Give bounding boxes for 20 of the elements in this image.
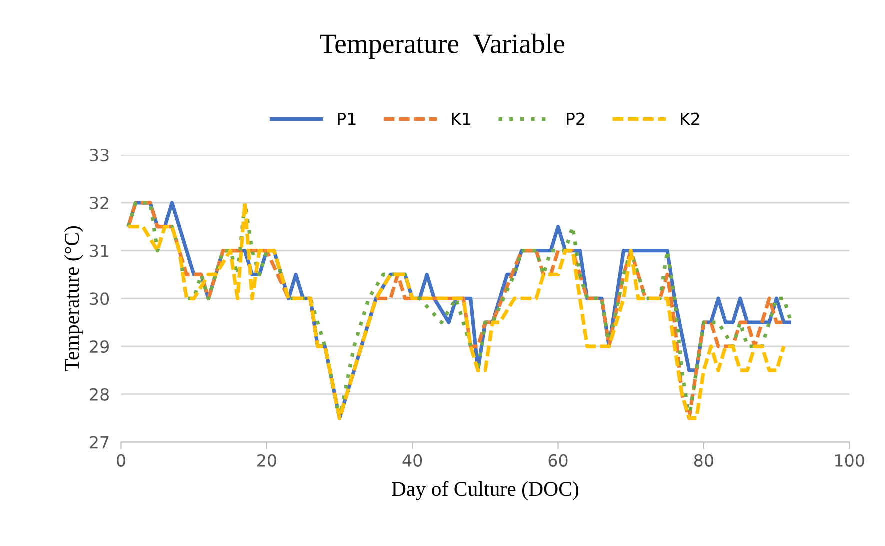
legend-label: K2 xyxy=(681,112,700,126)
x-axis-title: Day of Culture (DOC) xyxy=(392,481,579,500)
legend-label: P2 xyxy=(567,112,584,126)
legend-label: P1 xyxy=(338,112,356,126)
x-tick-label: 40 xyxy=(402,454,422,467)
x-tick-label: 80 xyxy=(694,454,714,467)
y-tick-label: 31 xyxy=(90,244,109,258)
x-tick-label: 20 xyxy=(258,454,276,467)
y-axis-title: Temperature (°C) xyxy=(64,226,84,372)
x-tick-label: 60 xyxy=(548,454,568,467)
x-tick-label: 0 xyxy=(117,454,126,467)
y-tick-label: 28 xyxy=(90,388,109,401)
chart-title: Temperature Variable xyxy=(320,34,564,60)
y-tick-label: 27 xyxy=(90,436,109,449)
y-tick-label: 30 xyxy=(90,292,110,306)
y-tick-label: 33 xyxy=(90,149,109,162)
y-tick-label: 32 xyxy=(90,196,108,210)
legend-label: K1 xyxy=(452,112,471,126)
y-tick-label: 29 xyxy=(90,340,109,354)
x-tick-label: 100 xyxy=(836,454,864,467)
